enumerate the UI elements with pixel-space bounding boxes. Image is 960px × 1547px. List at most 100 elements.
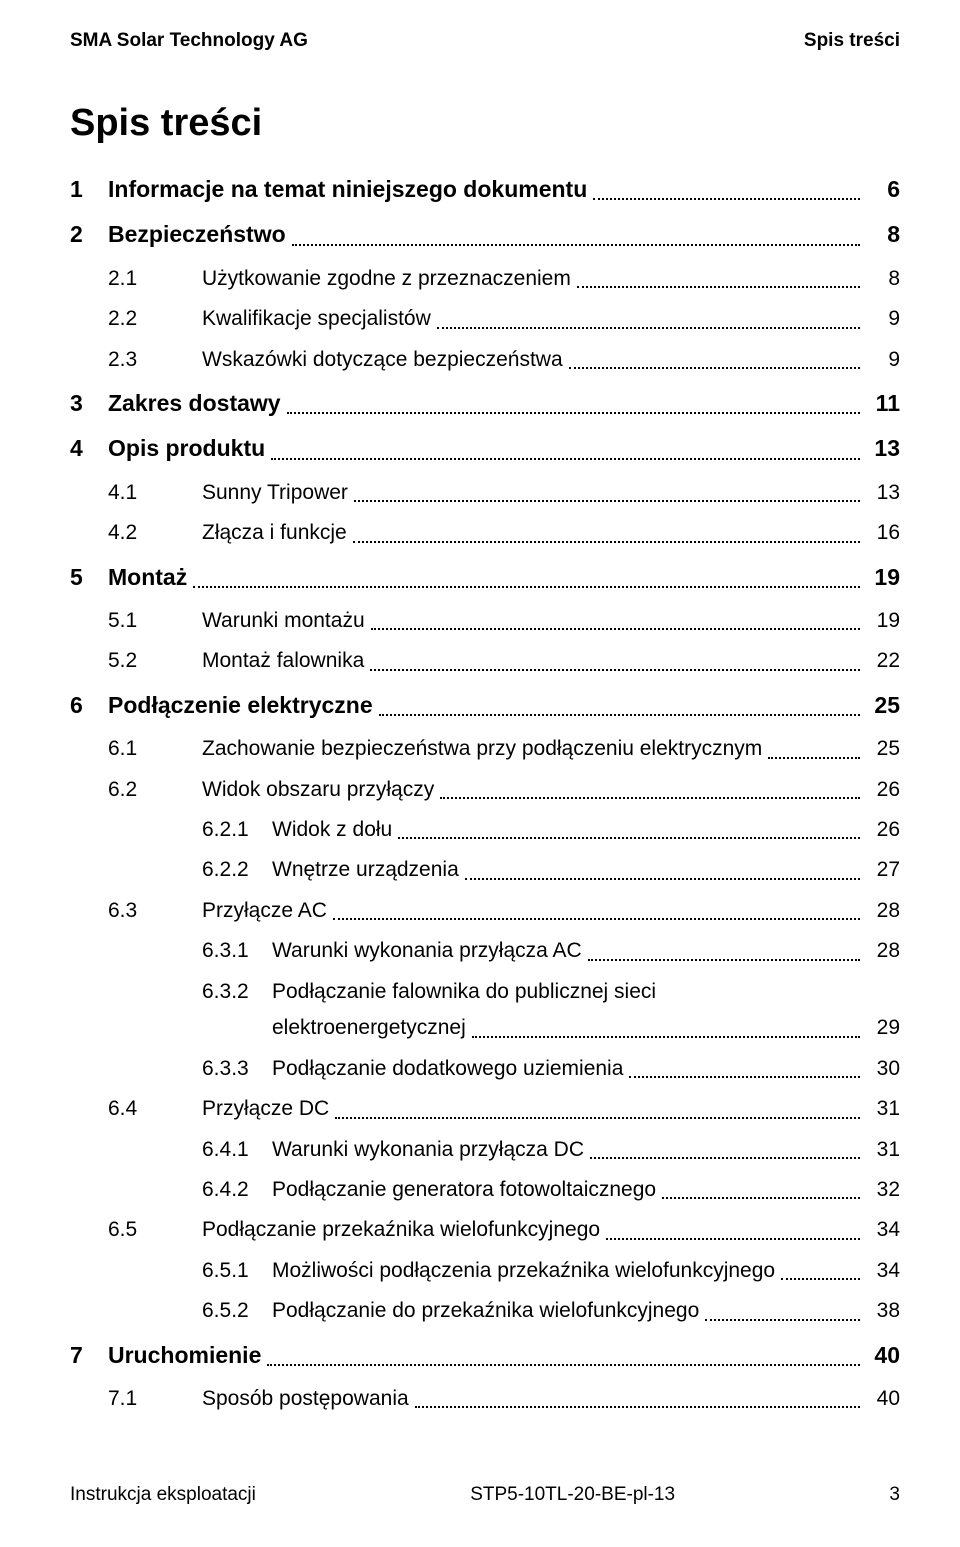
toc-number: 6 bbox=[70, 689, 108, 722]
toc-page: 30 bbox=[866, 1054, 900, 1084]
toc-leader bbox=[606, 1238, 860, 1240]
toc-leader bbox=[267, 1364, 860, 1366]
toc-leader bbox=[437, 327, 860, 329]
toc-number: 6.5.2 bbox=[202, 1296, 272, 1326]
toc-number: 2 bbox=[70, 218, 108, 251]
toc-leader bbox=[588, 959, 860, 961]
footer-left: Instrukcja eksploatacji bbox=[70, 1484, 256, 1506]
toc-number: 6.3 bbox=[108, 896, 202, 926]
toc-page: 40 bbox=[866, 1384, 900, 1414]
toc-text: Wnętrze urządzenia bbox=[272, 855, 459, 885]
toc-number: 6.5.1 bbox=[202, 1256, 272, 1286]
toc-entry: 4.1Sunny Tripower 13 bbox=[70, 478, 900, 508]
toc-text: Podłączanie przekaźnika wielofunkcyjnego bbox=[202, 1215, 600, 1245]
toc-number: 5 bbox=[70, 561, 108, 594]
toc-entry: 2.1Użytkowanie zgodne z przeznaczeniem 8 bbox=[70, 264, 900, 294]
toc-number: 6.3.3 bbox=[202, 1054, 272, 1084]
toc-page: 11 bbox=[866, 387, 900, 420]
header-left: SMA Solar Technology AG bbox=[70, 30, 308, 52]
toc-page: 9 bbox=[866, 345, 900, 375]
toc-text: Możliwości podłączenia przekaźnika wielo… bbox=[272, 1256, 775, 1286]
toc-number: 5.2 bbox=[108, 646, 202, 676]
toc-number: 6.3.1 bbox=[202, 936, 272, 966]
toc-entry: 6.4.2Podłączanie generatora fotowoltaicz… bbox=[70, 1175, 900, 1205]
toc-leader bbox=[465, 878, 860, 880]
toc-number: 5.1 bbox=[108, 606, 202, 636]
toc-entry: 6.5.1Możliwości podłączenia przekaźnika … bbox=[70, 1256, 900, 1286]
toc-leader bbox=[472, 1036, 860, 1038]
toc-number: 6.5 bbox=[108, 1215, 202, 1245]
toc-page: 31 bbox=[866, 1135, 900, 1165]
toc-text: Warunki wykonania przyłącza AC bbox=[272, 936, 582, 966]
toc-text: Sunny Tripower bbox=[202, 478, 348, 508]
toc-number: 3 bbox=[70, 387, 108, 420]
toc-page: 31 bbox=[866, 1094, 900, 1124]
toc-text: Użytkowanie zgodne z przeznaczeniem bbox=[202, 264, 571, 294]
header-right: Spis treści bbox=[804, 30, 900, 52]
footer-center: STP5-10TL-20-BE-pl-13 bbox=[470, 1484, 675, 1506]
toc-page: 28 bbox=[866, 936, 900, 966]
toc-text: Podłączanie falownika do publicznej siec… bbox=[272, 977, 656, 1007]
toc-text: Podłączenie elektryczne bbox=[108, 689, 373, 722]
toc-leader bbox=[768, 757, 860, 759]
toc-entry: 2.2Kwalifikacje specjalistów9 bbox=[70, 304, 900, 334]
toc-page: 26 bbox=[866, 815, 900, 845]
toc-leader bbox=[354, 500, 860, 502]
toc-entry: 6.3.1Warunki wykonania przyłącza AC 28 bbox=[70, 936, 900, 966]
toc-text: Wskazówki dotyczące bezpieczeństwa bbox=[202, 345, 563, 375]
toc-number: 6.4.1 bbox=[202, 1135, 272, 1165]
toc-entry: 2.3Wskazówki dotyczące bezpieczeństwa9 bbox=[70, 345, 900, 375]
toc-entry-continuation: elektroenergetycznej29 bbox=[70, 1013, 900, 1043]
toc-leader bbox=[577, 286, 860, 288]
toc-page: 8 bbox=[866, 264, 900, 294]
toc-page: 32 bbox=[866, 1175, 900, 1205]
page-header: SMA Solar Technology AG Spis treści bbox=[70, 30, 900, 52]
toc-entry: 6.2.1Widok z dołu26 bbox=[70, 815, 900, 845]
toc-entry: 7.1Sposób postępowania40 bbox=[70, 1384, 900, 1414]
toc-text: Zachowanie bezpieczeństwa przy podłączen… bbox=[202, 734, 762, 764]
toc-number: 4.1 bbox=[108, 478, 202, 508]
toc-number: 2.1 bbox=[108, 264, 202, 294]
toc-text: Złącza i funkcje bbox=[202, 518, 347, 548]
toc-page: 34 bbox=[866, 1215, 900, 1245]
toc-text: Widok obszaru przyłączy bbox=[202, 775, 434, 805]
toc-page: 22 bbox=[866, 646, 900, 676]
toc-number: 7.1 bbox=[108, 1384, 202, 1414]
toc-leader bbox=[271, 458, 860, 460]
toc-leader bbox=[193, 586, 860, 588]
toc-leader bbox=[415, 1406, 860, 1408]
toc-list: 1Informacje na temat niniejszego dokumen… bbox=[70, 173, 900, 1414]
toc-text: Opis produktu bbox=[108, 432, 265, 465]
toc-number: 6.2.1 bbox=[202, 815, 272, 845]
toc-leader bbox=[398, 837, 860, 839]
toc-page: 25 bbox=[866, 734, 900, 764]
toc-leader bbox=[292, 244, 860, 246]
toc-number: 6.2.2 bbox=[202, 855, 272, 885]
toc-number: 6.3.2 bbox=[202, 977, 272, 1007]
toc-page: 16 bbox=[866, 518, 900, 548]
toc-number: 6.4 bbox=[108, 1094, 202, 1124]
toc-page: 38 bbox=[866, 1296, 900, 1326]
toc-text: Bezpieczeństwo bbox=[108, 218, 286, 251]
toc-leader bbox=[379, 714, 860, 716]
toc-leader bbox=[335, 1117, 860, 1119]
toc-entry: 6.5Podłączanie przekaźnika wielofunkcyjn… bbox=[70, 1215, 900, 1245]
toc-entry: 5Montaż19 bbox=[70, 561, 900, 594]
toc-entry: 5.2Montaż falownika22 bbox=[70, 646, 900, 676]
toc-leader bbox=[590, 1157, 860, 1159]
toc-entry: 4Opis produktu13 bbox=[70, 432, 900, 465]
toc-leader bbox=[569, 367, 860, 369]
toc-text: Podłączanie generatora fotowoltaicznego bbox=[272, 1175, 656, 1205]
toc-title: Spis treści bbox=[70, 102, 900, 145]
toc-page: 25 bbox=[866, 689, 900, 722]
toc-page: 13 bbox=[866, 478, 900, 508]
toc-entry: 2Bezpieczeństwo8 bbox=[70, 218, 900, 251]
toc-entry: 4.2Złącza i funkcje16 bbox=[70, 518, 900, 548]
toc-text: Warunki wykonania przyłącza DC bbox=[272, 1135, 584, 1165]
toc-entry: 6.2Widok obszaru przyłączy26 bbox=[70, 775, 900, 805]
toc-text: Podłączanie dodatkowego uziemienia bbox=[272, 1054, 623, 1084]
toc-page: 29 bbox=[866, 1013, 900, 1043]
toc-page: 19 bbox=[866, 561, 900, 594]
toc-entry: 6.1Zachowanie bezpieczeństwa przy podłąc… bbox=[70, 734, 900, 764]
toc-entry: 6.3Przyłącze AC28 bbox=[70, 896, 900, 926]
